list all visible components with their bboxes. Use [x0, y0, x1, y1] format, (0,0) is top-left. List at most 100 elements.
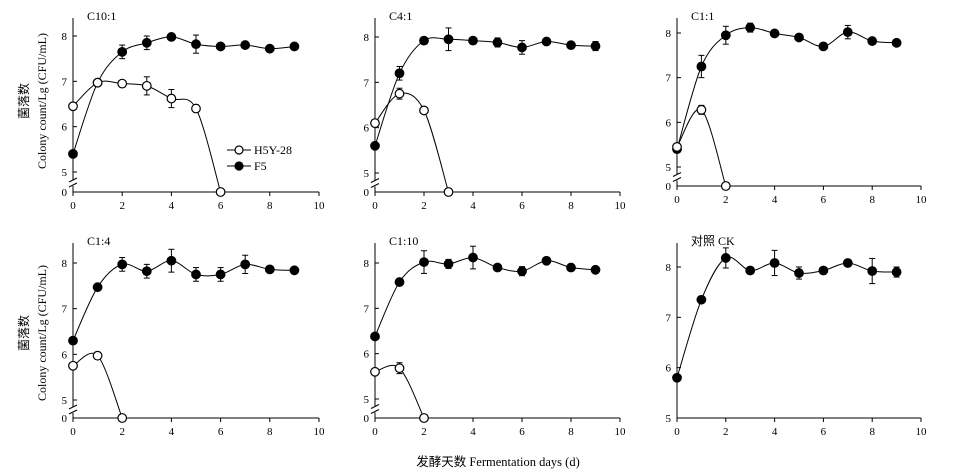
data-point-f5	[370, 140, 380, 151]
data-point-f5	[289, 265, 300, 276]
chart-panel: 5 6 7 8 0 2 4 6 8 10 对照 CK	[666, 234, 928, 438]
y-tick-label: 5	[666, 413, 672, 425]
x-tick-label: 8	[869, 194, 875, 206]
data-point-h5y28	[370, 118, 380, 129]
x-tick-label: 2	[119, 200, 125, 212]
panel-title: C1:1	[691, 9, 714, 23]
legend-label-f5: F5	[254, 159, 267, 173]
x-tick-label: 0	[674, 426, 680, 438]
chart-panel: 0 5 6 7 8 0 2 4 6 8 10 C1:1	[666, 9, 928, 206]
x-tick-label: 8	[869, 426, 875, 438]
y-tick-label: 6	[666, 363, 672, 375]
axis-break-mark	[370, 183, 380, 188]
y-axis-label-cn: 菌落数	[16, 315, 31, 351]
legend: H5Y-28 F5	[227, 143, 292, 173]
data-point-h5y28	[419, 413, 429, 423]
data-point-f5	[590, 41, 601, 51]
x-tick-label: 8	[568, 426, 574, 438]
data-point-h5y28	[141, 80, 152, 91]
y-tick-label: 7	[364, 303, 370, 315]
data-point-h5y28	[419, 105, 429, 116]
x-tick-label: 10	[916, 194, 928, 206]
data-point-f5	[818, 265, 829, 276]
data-point-h5y28	[117, 78, 128, 89]
data-point-h5y28	[720, 181, 731, 191]
axis-break-mark	[672, 172, 682, 177]
data-point-f5	[443, 34, 454, 45]
legend-marker-filled-circle	[234, 161, 244, 171]
data-point-h5y28	[696, 104, 707, 115]
x-tick-label: 4	[772, 194, 778, 206]
data-point-f5	[492, 37, 503, 48]
data-point-f5	[68, 335, 78, 346]
y-tick-label: 8	[62, 31, 68, 43]
y-tick-label: 6	[364, 349, 370, 361]
data-point-h5y28	[92, 350, 103, 361]
data-point-f5	[419, 257, 429, 267]
series-line-f5	[676, 27, 897, 150]
x-tick-label: 0	[70, 426, 76, 438]
x-tick-label: 4	[470, 200, 476, 212]
data-point-f5	[92, 282, 103, 293]
axis-break-gap	[370, 180, 380, 187]
panel-title: C10:1	[87, 9, 116, 23]
data-point-h5y28	[443, 187, 454, 197]
data-point-f5	[240, 259, 251, 270]
data-point-f5	[264, 43, 275, 54]
x-tick-label: 6	[821, 194, 827, 206]
y-tick-label: 5	[364, 394, 370, 406]
data-point-f5	[68, 148, 78, 159]
data-point-f5	[867, 36, 878, 46]
axis-break-mark	[68, 409, 78, 415]
y-tick-label: 7	[62, 304, 68, 316]
x-tick-label: 0	[372, 200, 378, 212]
y-axis-label-bottom: Colony count/Lg (CFU/mL)	[35, 265, 49, 401]
data-point-f5	[517, 266, 527, 277]
x-tick-label: 10	[615, 200, 627, 212]
x-tick-label: 2	[421, 426, 427, 438]
data-point-f5	[419, 35, 429, 46]
data-point-h5y28	[394, 88, 405, 99]
y-tick-label: 0	[62, 413, 68, 425]
data-point-h5y28	[68, 101, 78, 112]
data-point-f5	[468, 252, 478, 263]
data-point-f5	[794, 268, 804, 278]
data-point-f5	[696, 294, 707, 305]
axis-break-gap	[370, 406, 380, 413]
y-tick-label: 8	[364, 32, 370, 44]
data-point-f5	[891, 37, 902, 48]
series-line-f5	[374, 37, 596, 146]
data-point-f5	[517, 42, 527, 53]
y-tick-label: 5	[62, 167, 68, 179]
data-point-h5y28	[68, 360, 78, 371]
data-point-h5y28	[370, 366, 380, 377]
data-point-f5	[443, 259, 454, 269]
x-tick-label: 2	[421, 200, 427, 212]
x-tick-label: 4	[169, 200, 175, 212]
data-point-f5	[215, 41, 226, 52]
x-tick-label: 2	[119, 426, 125, 438]
data-point-f5	[264, 264, 275, 275]
y-tick-label: 5	[666, 162, 672, 174]
y-tick-label: 8	[62, 258, 68, 270]
series-line-f5	[72, 36, 295, 155]
x-tick-label: 6	[519, 426, 525, 438]
data-point-f5	[141, 37, 152, 48]
y-tick-label: 7	[666, 312, 672, 324]
data-point-f5	[590, 264, 601, 275]
data-point-f5	[720, 253, 731, 263]
axis-break-mark	[370, 178, 380, 183]
data-point-f5	[842, 258, 853, 268]
x-axis-label: 发酵天数 Fermentation days (d)	[416, 454, 580, 469]
x-tick-label: 10	[916, 426, 928, 438]
y-axis-label-cn-top: 菌落数	[16, 83, 31, 119]
series-line-f5	[676, 256, 897, 378]
x-tick-label: 0	[674, 194, 680, 206]
series-line-f5	[374, 257, 596, 337]
x-tick-label: 10	[615, 426, 627, 438]
data-point-f5	[370, 331, 380, 342]
x-tick-label: 8	[267, 200, 273, 212]
y-tick-label: 7	[666, 73, 672, 85]
x-tick-label: 8	[568, 200, 574, 212]
axis-break-mark	[672, 177, 682, 182]
